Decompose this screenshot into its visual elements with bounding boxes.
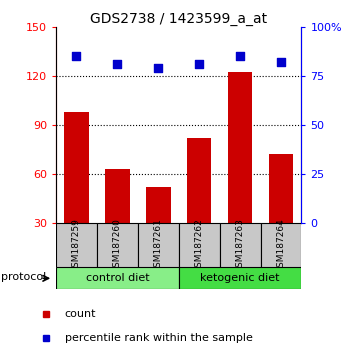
Bar [97, 223, 138, 267]
Text: protocol: protocol [1, 272, 46, 282]
Bar [228, 73, 252, 223]
Bar [179, 223, 219, 267]
Bar [219, 223, 261, 267]
Bar [179, 267, 301, 289]
Point [237, 53, 243, 59]
Bar [269, 154, 293, 223]
Bar [261, 223, 301, 267]
Point [114, 61, 120, 67]
Bar [56, 223, 97, 267]
Text: GSM187263: GSM187263 [236, 218, 244, 273]
Bar [105, 169, 130, 223]
Title: GDS2738 / 1423599_a_at: GDS2738 / 1423599_a_at [90, 12, 267, 25]
Text: GSM187264: GSM187264 [277, 218, 286, 273]
Text: GSM187259: GSM187259 [72, 218, 81, 273]
Text: GSM187260: GSM187260 [113, 218, 122, 273]
Text: control diet: control diet [86, 273, 149, 283]
Bar [187, 138, 212, 223]
Text: count: count [65, 309, 96, 319]
Point [74, 53, 79, 59]
Text: percentile rank within the sample: percentile rank within the sample [65, 333, 253, 343]
Point [196, 61, 202, 67]
Point [155, 65, 161, 71]
Text: GSM187262: GSM187262 [195, 218, 204, 273]
Bar [64, 112, 89, 223]
Bar [146, 187, 170, 223]
Bar [56, 267, 179, 289]
Text: ketogenic diet: ketogenic diet [200, 273, 280, 283]
Point [278, 59, 284, 65]
Bar [138, 223, 179, 267]
Text: GSM187261: GSM187261 [154, 218, 163, 273]
